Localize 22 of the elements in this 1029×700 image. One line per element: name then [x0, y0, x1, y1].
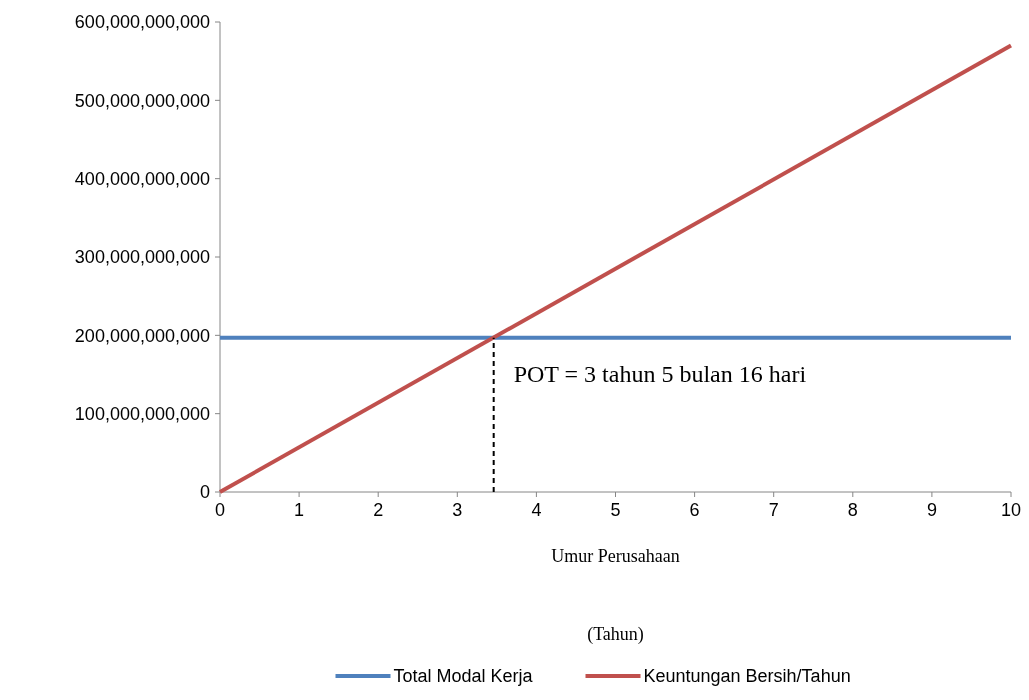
x-tick-label: 4 — [531, 500, 542, 520]
text: Umur Perusahaan (Tahun) — [551, 546, 680, 644]
x-tick-label: 8 — [847, 500, 858, 520]
x-tick-label: 10 — [1000, 500, 1022, 520]
y-tick-label: 0 — [199, 482, 210, 503]
y-tick-label: 400,000,000,000 — [74, 168, 210, 189]
annotation: POT = 3 tahun 5 bulan 16 hari — [513, 361, 807, 388]
x-tick-label: 1 — [294, 500, 305, 520]
y-tick-label: 500,000,000,000 — [74, 90, 210, 111]
x-tick-label: 6 — [689, 500, 700, 520]
y-tick-label: 600,000,000,000 — [74, 12, 210, 33]
legend-label: Keuntungan Bersih/Tahun — [643, 666, 851, 687]
x-tick-label: 7 — [768, 500, 779, 520]
x-tick-label: 2 — [373, 500, 384, 520]
x-tick-label: 3 — [452, 500, 463, 520]
x-tick-label: 0 — [214, 500, 226, 520]
legend-label: Total Modal Kerja — [393, 666, 534, 687]
y-tick-label: 200,000,000,000 — [74, 325, 210, 346]
x-tick-label: 5 — [610, 500, 621, 520]
y-tick-label: 300,000,000,000 — [74, 247, 210, 268]
x-tick-label: 9 — [926, 500, 937, 520]
y-tick-label: 100,000,000,000 — [74, 403, 210, 424]
